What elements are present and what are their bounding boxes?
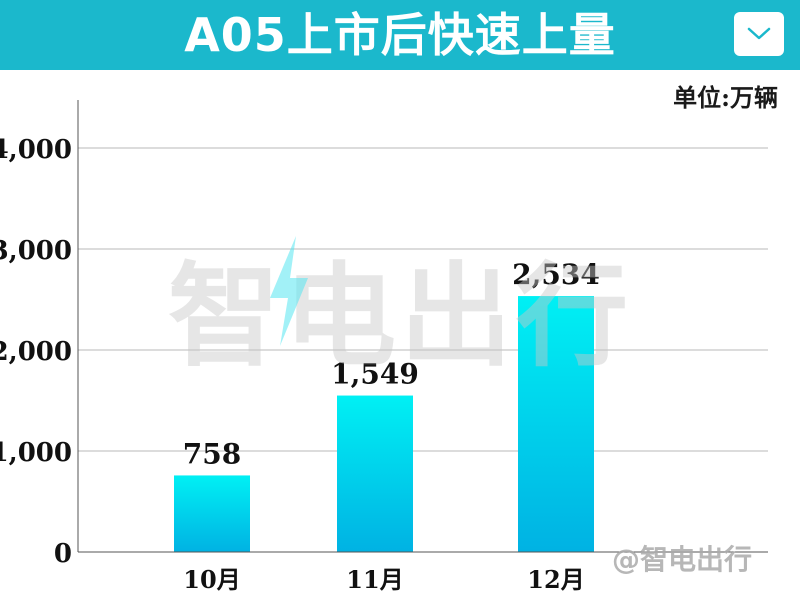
dropdown-button[interactable]: [734, 12, 784, 56]
y-tick-label: 1,000: [0, 438, 72, 468]
page-title: A05上市后快速上量: [184, 8, 616, 62]
data-label: 758: [183, 437, 241, 470]
unit-label: 单位:万辆: [673, 83, 778, 112]
x-tick-label: 11月: [346, 565, 403, 594]
bar: [174, 475, 250, 552]
bar: [337, 395, 413, 552]
bar: [518, 296, 594, 552]
y-tick-label: 0: [54, 539, 72, 569]
bar-chart: 0 1,000 2,000 3,000 4,000 758 10月 1,549 11月 2,534…: [0, 100, 768, 594]
y-tick-label: 4,000: [0, 135, 72, 165]
y-tick-label: 3,000: [0, 236, 72, 266]
chevron-down-icon: [747, 27, 771, 40]
y-tick-label: 2,000: [0, 337, 72, 367]
x-tick-label: 12月: [527, 565, 584, 594]
x-tick-label: 10月: [183, 565, 240, 594]
data-label: 1,549: [331, 358, 419, 391]
header-bar: [0, 0, 800, 70]
data-label: 2,534: [512, 258, 600, 291]
